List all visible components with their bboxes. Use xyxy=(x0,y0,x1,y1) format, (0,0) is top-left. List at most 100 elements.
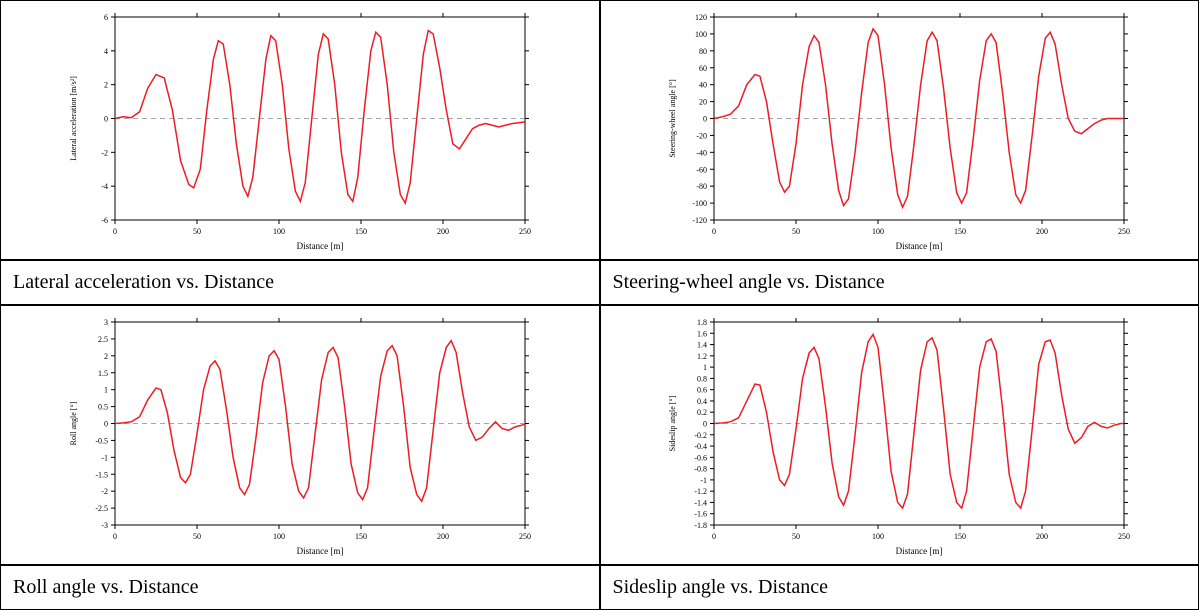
chart-steering-angle: -120 -100 -80 -60 -40 -20 0 20 40 60 80 100 120 0 50 10… xyxy=(659,5,1139,255)
svg-text:2: 2 xyxy=(104,81,108,90)
svg-text:-2.5: -2.5 xyxy=(95,504,108,513)
svg-text:-1: -1 xyxy=(101,453,108,462)
chart-container-lateral-accel: -6 -4 -2 0 2 4 6 0 50 100 150 200 250 Distance [m] Lat… xyxy=(0,0,600,260)
svg-text:3: 3 xyxy=(104,318,108,327)
svg-text:0: 0 xyxy=(703,115,707,124)
svg-text:4: 4 xyxy=(104,47,108,56)
svg-text:0.2: 0.2 xyxy=(697,408,707,417)
svg-text:-0.2: -0.2 xyxy=(695,431,708,440)
svg-text:200: 200 xyxy=(437,227,449,236)
svg-text:250: 250 xyxy=(1118,227,1130,236)
svg-text:1.4: 1.4 xyxy=(697,341,707,350)
caption-steering-angle: Steering-wheel angle vs. Distance xyxy=(600,260,1199,305)
caption-text: Roll angle vs. Distance xyxy=(13,576,199,599)
svg-text:-2: -2 xyxy=(101,487,108,496)
svg-text:100: 100 xyxy=(872,227,884,236)
figure-grid: -6-4-20246050100150200250Distance [m]Lat… xyxy=(0,0,1199,610)
svg-text:-0.5: -0.5 xyxy=(95,436,108,445)
chart-sideslip-angle: -1.8 -1.6 -1.4 -1.2 -1 -0.8 -0.6 -0.4 -0.2 0 0.2 0.… xyxy=(659,310,1139,560)
svg-text:-1: -1 xyxy=(701,476,708,485)
svg-text:0.6: 0.6 xyxy=(697,386,707,395)
svg-text:50: 50 xyxy=(792,227,800,236)
svg-text:100: 100 xyxy=(273,227,285,236)
svg-text:1.2: 1.2 xyxy=(697,352,707,361)
svg-text:0: 0 xyxy=(703,420,707,429)
svg-text:Roll angle [°]: Roll angle [°] xyxy=(69,401,78,445)
svg-text:2.5: 2.5 xyxy=(98,335,108,344)
svg-text:Distance [m]: Distance [m] xyxy=(896,241,943,251)
svg-text:-2: -2 xyxy=(101,148,108,157)
svg-text:120: 120 xyxy=(695,13,707,22)
svg-text:250: 250 xyxy=(1118,532,1130,541)
svg-text:150: 150 xyxy=(954,227,966,236)
svg-text:40: 40 xyxy=(699,81,707,90)
svg-text:0.8: 0.8 xyxy=(697,374,707,383)
svg-text:-100: -100 xyxy=(693,199,708,208)
svg-text:100: 100 xyxy=(273,532,285,541)
svg-text:20: 20 xyxy=(699,98,707,107)
svg-text:-0.8: -0.8 xyxy=(695,465,708,474)
svg-text:-3: -3 xyxy=(101,521,108,530)
svg-text:250: 250 xyxy=(519,227,531,236)
chart-container-roll-angle: -3 -2.5 -2 -1.5 -1 -0.5 0 0.5 1 1.5 2 2.5 3 0 50 100 150… xyxy=(0,305,600,565)
caption-text: Steering-wheel angle vs. Distance xyxy=(613,271,885,294)
svg-text:-120: -120 xyxy=(693,216,708,225)
svg-text:150: 150 xyxy=(355,227,367,236)
svg-text:Sideslip angle [°]: Sideslip angle [°] xyxy=(668,395,677,451)
svg-text:-40: -40 xyxy=(697,148,708,157)
chart-lateral-accel: -6 -4 -2 0 2 4 6 0 50 100 150 200 250 Distance [m] Lat… xyxy=(60,5,540,255)
caption-roll-angle: Roll angle vs. Distance xyxy=(0,565,600,610)
svg-text:-1.2: -1.2 xyxy=(695,487,708,496)
svg-text:150: 150 xyxy=(954,532,966,541)
svg-text:-4: -4 xyxy=(101,182,108,191)
svg-text:50: 50 xyxy=(193,227,201,236)
svg-text:200: 200 xyxy=(437,532,449,541)
svg-text:1: 1 xyxy=(703,363,707,372)
svg-text:60: 60 xyxy=(699,64,707,73)
chart-roll-angle: -3 -2.5 -2 -1.5 -1 -0.5 0 0.5 1 1.5 2 2.5 3 0 50 100 150… xyxy=(60,310,540,560)
svg-text:250: 250 xyxy=(519,532,531,541)
svg-text:1: 1 xyxy=(104,386,108,395)
svg-text:-60: -60 xyxy=(697,165,708,174)
svg-text:-1.6: -1.6 xyxy=(695,510,708,519)
svg-text:Lateral acceleration [m/s²]: Lateral acceleration [m/s²] xyxy=(69,76,78,161)
svg-text:50: 50 xyxy=(193,532,201,541)
svg-text:0: 0 xyxy=(113,227,117,236)
svg-text:100: 100 xyxy=(872,532,884,541)
svg-text:0: 0 xyxy=(104,115,108,124)
svg-text:2: 2 xyxy=(104,352,108,361)
svg-text:1.5: 1.5 xyxy=(98,369,108,378)
svg-text:6: 6 xyxy=(104,13,108,22)
svg-text:Distance [m]: Distance [m] xyxy=(896,546,943,556)
svg-text:-1.4: -1.4 xyxy=(695,498,708,507)
svg-text:-80: -80 xyxy=(697,182,708,191)
svg-text:150: 150 xyxy=(355,532,367,541)
svg-text:-0.4: -0.4 xyxy=(695,442,708,451)
svg-text:0.4: 0.4 xyxy=(697,397,707,406)
svg-text:200: 200 xyxy=(1036,227,1048,236)
svg-text:200: 200 xyxy=(1036,532,1048,541)
chart-container-steering-angle: -120 -100 -80 -60 -40 -20 0 20 40 60 80 100 120 0 50 10… xyxy=(600,0,1199,260)
svg-text:Distance [m]: Distance [m] xyxy=(296,241,343,251)
svg-text:50: 50 xyxy=(792,532,800,541)
svg-text:-6: -6 xyxy=(101,216,108,225)
svg-text:100: 100 xyxy=(695,30,707,39)
caption-lateral-accel: Lateral acceleration vs. Distance xyxy=(0,260,600,305)
svg-text:Steering-wheel angle [°]: Steering-wheel angle [°] xyxy=(668,79,677,158)
caption-sideslip-angle: Sideslip angle vs. Distance xyxy=(600,565,1199,610)
svg-text:Distance [m]: Distance [m] xyxy=(296,546,343,556)
svg-text:-1.8: -1.8 xyxy=(695,521,708,530)
caption-text: Sideslip angle vs. Distance xyxy=(613,576,829,599)
svg-text:-0.6: -0.6 xyxy=(695,453,708,462)
svg-text:1.6: 1.6 xyxy=(697,329,707,338)
svg-text:0: 0 xyxy=(712,227,716,236)
svg-text:1.8: 1.8 xyxy=(697,318,707,327)
svg-text:0: 0 xyxy=(712,532,716,541)
svg-text:0: 0 xyxy=(113,532,117,541)
svg-text:-20: -20 xyxy=(697,131,708,140)
chart-container-sideslip-angle: -1.8 -1.6 -1.4 -1.2 -1 -0.8 -0.6 -0.4 -0.2 0 0.2 0.… xyxy=(600,305,1199,565)
svg-text:80: 80 xyxy=(699,47,707,56)
svg-text:0: 0 xyxy=(104,420,108,429)
svg-text:-1.5: -1.5 xyxy=(95,470,108,479)
svg-text:0.5: 0.5 xyxy=(98,403,108,412)
